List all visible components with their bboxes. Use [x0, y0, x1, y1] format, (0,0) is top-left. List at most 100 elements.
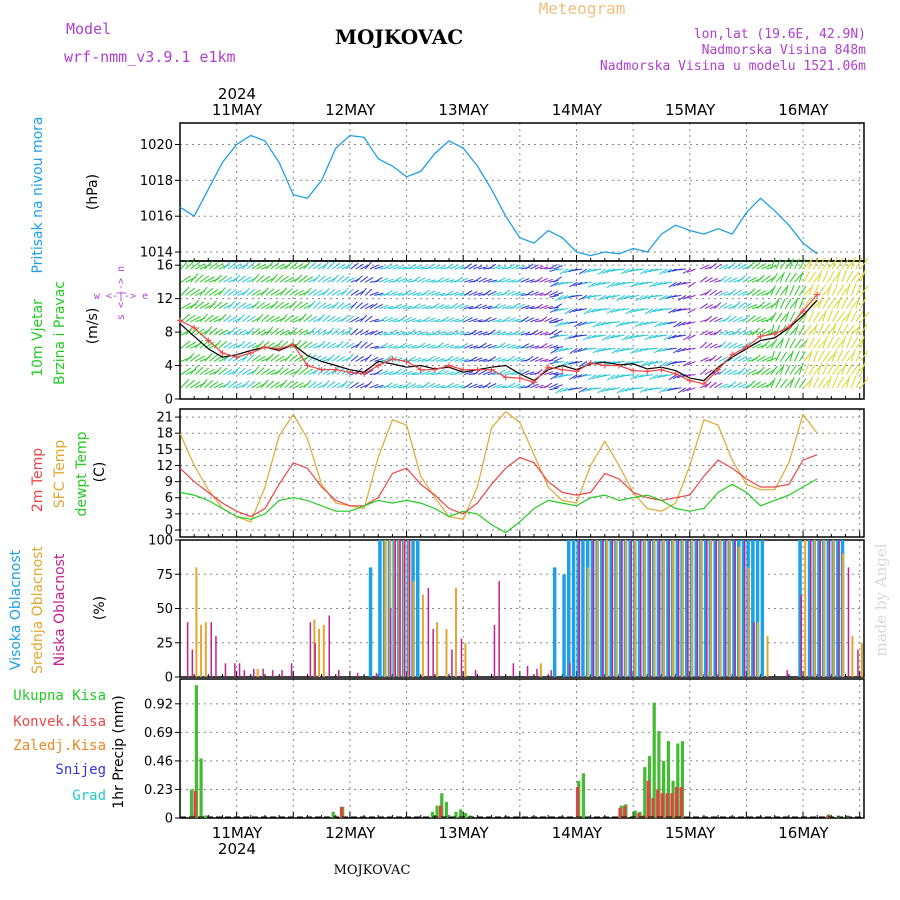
wind-arrow: [563, 321, 573, 325]
cloud-bar-low: [186, 622, 189, 677]
precip-bar-total: [204, 815, 208, 818]
wind-arrow: [430, 264, 441, 270]
wind-arrow: [639, 387, 649, 393]
wind-arrow: [572, 294, 583, 297]
wind-arrow: [421, 305, 432, 310]
wind-arrow: [388, 329, 398, 336]
wind-arrow: [463, 317, 473, 323]
wind-arrow: [638, 334, 649, 337]
wind-arrow: [686, 321, 696, 325]
cloud-bar-low: [290, 663, 293, 677]
wind-arrow: [218, 329, 229, 336]
cloud-bar-low: [819, 540, 821, 677]
wind-gust-marker: [446, 362, 453, 369]
cloud-bar-high: [619, 540, 623, 677]
wind-arrow: [459, 304, 469, 310]
wind-arrow: [742, 357, 753, 362]
cloud-bar-low: [309, 622, 312, 677]
wind-arrow: [756, 328, 766, 336]
wind-arrow: [779, 271, 785, 283]
wind-arrow: [564, 334, 574, 341]
wind-gust-marker: [389, 355, 396, 362]
wind-arrow: [855, 296, 861, 309]
wind-arrow: [350, 355, 359, 362]
wind-arrow: [482, 289, 492, 296]
wind-arrow: [407, 290, 417, 296]
wind-arrow: [611, 347, 621, 354]
wind-arrow: [672, 387, 682, 390]
wind-arrow: [378, 342, 389, 349]
wind-arrow: [633, 268, 644, 271]
wind-arrow: [341, 303, 350, 310]
wind-arrow: [663, 268, 673, 274]
wind-arrow: [525, 317, 535, 323]
wind-arrow: [237, 367, 246, 375]
wind-arrow: [256, 301, 266, 310]
wind-arrow: [412, 319, 422, 323]
wind-arrow: [789, 326, 799, 336]
wind-arrow: [430, 302, 440, 310]
wind-arrow: [520, 316, 529, 323]
wind-arrow: [596, 360, 606, 363]
wind-arrow: [667, 334, 677, 340]
wind-arrow: [723, 368, 732, 376]
wind-arrow: [775, 285, 782, 296]
wind-arrow: [667, 360, 677, 366]
wind-arrow: [431, 372, 441, 376]
wind-arrow: [530, 345, 540, 349]
wind-arrow: [407, 306, 418, 310]
wind-arrow: [784, 311, 790, 322]
bottom-day-label: 13MAY: [438, 824, 489, 842]
wind-arrow: [232, 290, 242, 296]
wind-arrow: [326, 288, 336, 296]
wind-arrow: [478, 266, 488, 270]
wind-arrow: [846, 309, 852, 322]
wind-arrow: [483, 359, 493, 362]
wind-arrow: [487, 344, 497, 349]
wind-arrow: [756, 366, 765, 375]
wind-arrow: [227, 327, 236, 336]
wind-arrow: [350, 328, 359, 336]
wind-arrow: [397, 331, 408, 336]
wind-arrow: [227, 354, 237, 362]
wind-arrow: [699, 357, 709, 362]
wind-arrow: [303, 276, 314, 283]
wind-arrow: [732, 262, 742, 270]
cloud-bar-high: [741, 540, 746, 677]
wind-arrow: [539, 266, 549, 270]
wind-arrow: [534, 303, 544, 310]
wind-arrow: [640, 268, 649, 275]
wind-arrow: [704, 342, 713, 349]
wind-arrow: [294, 289, 304, 296]
wind-arrow: [549, 345, 559, 349]
wind-arrow: [653, 347, 663, 354]
city-title: MOJKOVAC: [335, 25, 463, 49]
precip-unit-label: 1hr Precip (mm): [111, 695, 127, 808]
wind-arrow: [482, 343, 492, 349]
wind-arrow: [803, 297, 811, 309]
cloud-bar-low: [394, 540, 397, 677]
wind-arrow: [303, 353, 312, 362]
wind-arrow: [530, 329, 539, 336]
wind-arrow: [817, 376, 826, 389]
wind-arrow: [569, 281, 578, 288]
cloud-bar-mid: [653, 540, 656, 677]
wind-arrow: [180, 340, 191, 349]
wind-arrow: [657, 334, 668, 337]
cloud-bar-high: [755, 540, 760, 677]
wind-arrow: [515, 292, 526, 296]
wind-arrow: [487, 383, 497, 389]
wind-arrow: [676, 334, 687, 338]
wind-gust-marker: [587, 360, 594, 367]
wind-arrow: [718, 302, 728, 310]
wind-arrow: [378, 370, 389, 376]
wind-arrow: [658, 294, 668, 301]
wind-arrow: [402, 305, 413, 310]
wind-arrow: [223, 315, 232, 323]
wind-arrow: [180, 275, 191, 283]
precip-total-label: Ukupna Kisa: [13, 688, 106, 704]
precip-hail-label: Grad: [72, 788, 106, 804]
wind-gust-marker: [219, 350, 226, 356]
cloud-bar-mid: [747, 567, 750, 677]
wind-arrow: [298, 340, 308, 349]
